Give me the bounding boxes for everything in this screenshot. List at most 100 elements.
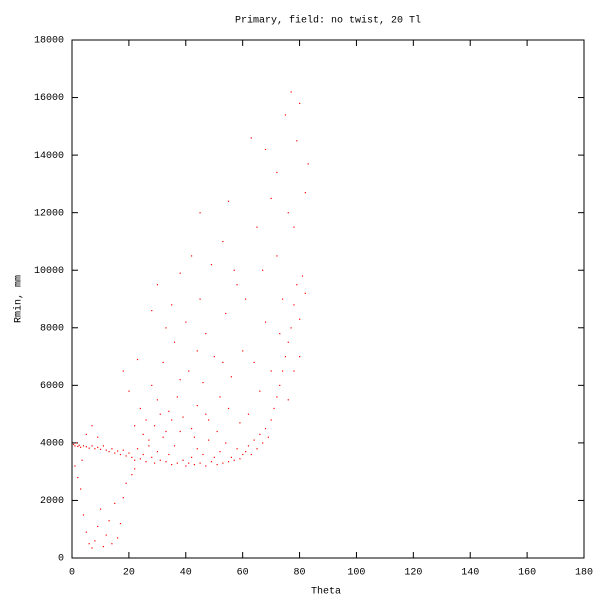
point	[125, 482, 127, 484]
point	[165, 461, 167, 463]
point	[202, 453, 204, 456]
point	[99, 448, 102, 450]
point	[205, 465, 207, 467]
point	[114, 502, 116, 505]
y-tick-label: 4000	[40, 439, 64, 450]
point	[125, 455, 127, 457]
point	[128, 390, 130, 392]
x-tick-label: 180	[575, 568, 593, 579]
point	[145, 419, 147, 421]
point	[196, 404, 198, 407]
chart-title: Primary, field: no twist, 20 Tl	[235, 15, 421, 27]
x-tick-label: 20	[123, 568, 135, 579]
point	[273, 407, 275, 410]
point	[117, 450, 119, 452]
x-tick-label: 60	[237, 568, 249, 579]
point	[199, 462, 201, 464]
point	[165, 430, 167, 433]
point	[287, 341, 289, 343]
plot-frame	[71, 39, 585, 559]
y-tick-label: 2000	[40, 496, 64, 507]
point	[233, 459, 235, 461]
point	[176, 396, 178, 398]
point	[250, 137, 252, 139]
point	[227, 200, 230, 202]
point	[94, 540, 96, 542]
point	[247, 413, 250, 415]
point	[264, 148, 267, 151]
point	[134, 459, 136, 461]
point	[173, 341, 176, 343]
point	[182, 416, 184, 418]
point	[262, 269, 264, 271]
point	[264, 428, 267, 430]
point	[196, 350, 198, 352]
point	[299, 318, 301, 320]
point	[287, 212, 289, 214]
point	[196, 448, 198, 450]
point	[99, 508, 102, 510]
point	[74, 465, 76, 467]
point	[77, 476, 79, 479]
point	[185, 321, 187, 323]
point	[227, 407, 230, 410]
point	[94, 448, 96, 450]
point	[128, 452, 130, 454]
point	[222, 361, 224, 364]
point	[293, 304, 295, 306]
point	[81, 459, 83, 461]
point	[199, 212, 201, 214]
point	[276, 396, 278, 398]
point	[108, 520, 110, 522]
point	[153, 462, 156, 464]
x-tick-label: 0	[69, 568, 75, 579]
y-tick-label: 14000	[34, 151, 64, 162]
x-tick-label: 100	[347, 568, 365, 579]
point	[134, 468, 136, 470]
point	[97, 525, 99, 528]
point	[131, 456, 133, 458]
point	[216, 430, 218, 433]
point	[304, 292, 306, 294]
point	[156, 284, 159, 286]
point	[256, 226, 258, 228]
point	[193, 436, 196, 438]
y-tick-label: 16000	[34, 93, 64, 104]
point	[136, 358, 139, 361]
x-tick-label: 80	[294, 568, 306, 579]
point	[205, 413, 207, 415]
point	[131, 474, 133, 476]
x-tick-label: 160	[518, 568, 536, 579]
point	[136, 448, 139, 450]
point	[85, 446, 87, 448]
point	[91, 425, 93, 427]
x-axis-label: Theta	[311, 586, 341, 598]
point	[222, 462, 224, 464]
point	[290, 91, 292, 93]
point	[156, 399, 159, 401]
point	[159, 413, 161, 415]
point	[299, 356, 301, 358]
x-tick-label: 40	[180, 568, 192, 579]
point	[72, 443, 75, 446]
point	[171, 419, 173, 421]
point	[281, 298, 284, 300]
point	[91, 547, 93, 549]
point	[97, 436, 99, 438]
point	[213, 456, 215, 458]
point	[85, 531, 87, 533]
point	[102, 445, 104, 447]
point	[77, 445, 79, 448]
point	[227, 461, 230, 463]
point	[205, 333, 207, 335]
point	[287, 399, 289, 401]
point	[279, 333, 281, 335]
point	[122, 497, 124, 499]
point	[284, 356, 287, 358]
point	[108, 451, 110, 453]
point	[151, 384, 153, 387]
point	[219, 451, 221, 453]
point	[82, 445, 85, 447]
point	[139, 458, 141, 460]
